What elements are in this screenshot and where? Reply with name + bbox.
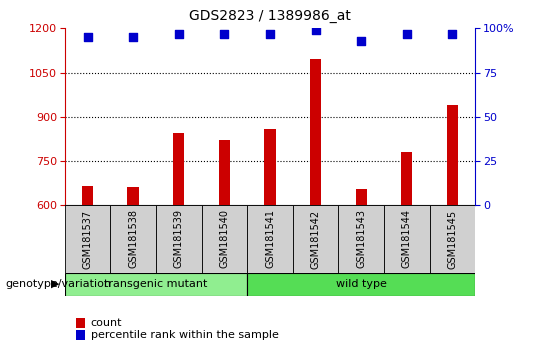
FancyBboxPatch shape	[201, 205, 247, 273]
Text: wild type: wild type	[336, 279, 387, 289]
Text: ▶: ▶	[51, 279, 59, 289]
Point	[357, 38, 366, 44]
Text: GDS2823 / 1389986_at: GDS2823 / 1389986_at	[189, 9, 351, 23]
Text: genotype/variation: genotype/variation	[5, 279, 111, 289]
Point	[174, 31, 183, 36]
Bar	[447, 105, 458, 205]
FancyBboxPatch shape	[247, 273, 475, 296]
Bar	[173, 133, 185, 205]
Point	[402, 31, 411, 36]
FancyBboxPatch shape	[430, 205, 475, 273]
Bar	[219, 141, 230, 205]
Text: GSM181537: GSM181537	[83, 209, 92, 269]
Text: GSM181538: GSM181538	[128, 210, 138, 268]
Text: GSM181540: GSM181540	[219, 210, 230, 268]
FancyBboxPatch shape	[65, 273, 247, 296]
Point	[220, 31, 229, 36]
FancyBboxPatch shape	[384, 205, 430, 273]
FancyBboxPatch shape	[339, 205, 384, 273]
Point	[129, 34, 138, 40]
FancyBboxPatch shape	[65, 205, 110, 273]
Text: GSM181545: GSM181545	[448, 209, 457, 269]
Text: GSM181544: GSM181544	[402, 210, 412, 268]
Text: GSM181542: GSM181542	[310, 209, 321, 269]
FancyBboxPatch shape	[247, 205, 293, 273]
Bar	[82, 186, 93, 205]
Point	[83, 34, 92, 40]
Text: percentile rank within the sample: percentile rank within the sample	[91, 330, 279, 339]
Text: GSM181539: GSM181539	[174, 210, 184, 268]
FancyBboxPatch shape	[293, 205, 339, 273]
FancyBboxPatch shape	[156, 205, 201, 273]
Text: GSM181541: GSM181541	[265, 210, 275, 268]
Bar	[355, 189, 367, 205]
Bar	[401, 152, 413, 205]
FancyBboxPatch shape	[110, 205, 156, 273]
Text: count: count	[91, 318, 122, 328]
Point	[311, 27, 320, 33]
Text: GSM181543: GSM181543	[356, 210, 366, 268]
Bar	[264, 129, 276, 205]
Bar	[310, 59, 321, 205]
Bar	[127, 187, 139, 205]
Text: transgenic mutant: transgenic mutant	[104, 279, 208, 289]
Point	[448, 31, 457, 36]
Point	[266, 31, 274, 36]
